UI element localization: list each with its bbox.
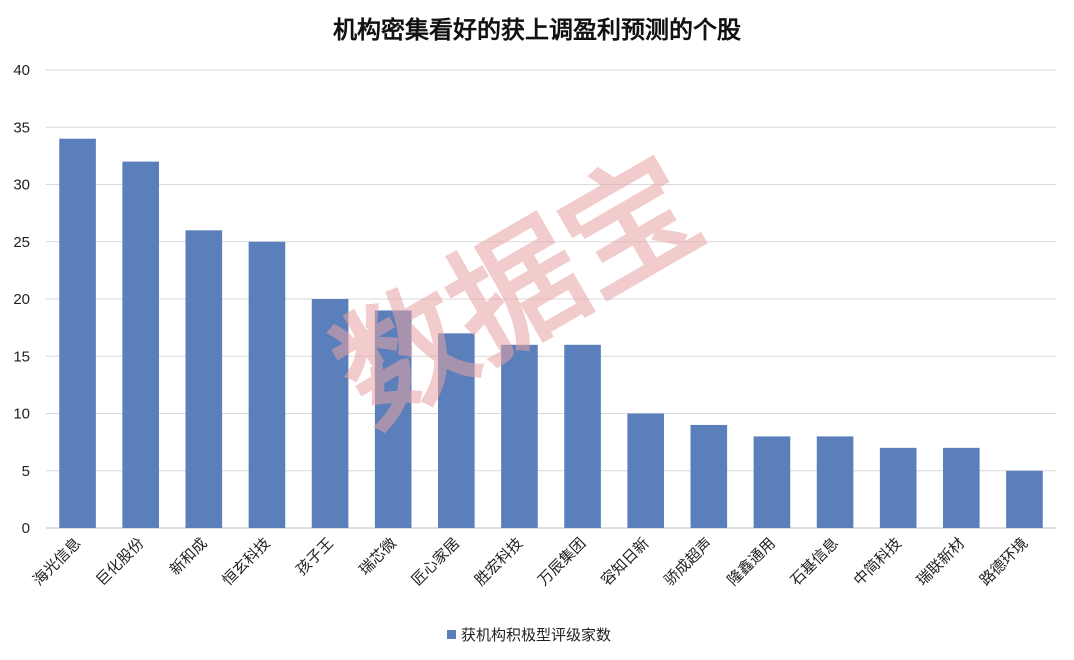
y-tick-label: 30 (13, 177, 30, 194)
bar (879, 447, 917, 528)
bar (311, 299, 349, 528)
x-tick-label: 万辰集团 (534, 534, 589, 589)
bar (122, 161, 159, 528)
x-tick-label: 中简科技 (850, 534, 905, 589)
x-tick-label: 瑞联新材 (913, 534, 968, 589)
y-tick-label: 20 (13, 291, 30, 308)
bar (248, 241, 286, 528)
y-tick-label: 5 (22, 463, 30, 480)
y-tick-label: 40 (13, 62, 30, 79)
x-tick-label: 瑞芯微 (355, 534, 400, 579)
legend-label: 获机构积极型评级家数 (461, 626, 611, 644)
y-tick-label: 0 (22, 520, 30, 537)
x-tick-label: 孩子王 (292, 534, 337, 579)
x-tick-label: 石基信息 (787, 534, 842, 589)
bar (59, 138, 96, 528)
bar (501, 344, 538, 528)
x-tick-label: 隆鑫通用 (724, 534, 779, 589)
bar (1006, 470, 1043, 528)
bar (374, 310, 412, 528)
bar (564, 344, 601, 528)
bar (816, 436, 854, 528)
x-tick-label: 匠心家居 (408, 534, 463, 589)
chart-title: 机构密集看好的获上调盈利预测的个股 (333, 16, 741, 44)
x-tick-label: 胜宏科技 (471, 534, 526, 589)
x-tick-label: 新和成 (166, 534, 211, 579)
y-tick-label: 15 (13, 348, 30, 365)
bar (185, 230, 223, 529)
bar (943, 447, 980, 528)
x-tick-label: 路德环境 (976, 534, 1031, 589)
x-tick-label: 骄成超声 (660, 534, 715, 589)
y-tick-label: 10 (13, 406, 30, 423)
bar (627, 413, 664, 528)
bar (753, 436, 791, 528)
x-tick-label: 巨化股份 (92, 534, 147, 589)
x-axis-labels: 海光信息 巨化股份 新和成 恒玄科技 孩子王 瑞芯微 匠心家居 胜宏科技 万辰集团 容知日新 骄成超… (29, 534, 1031, 589)
y-axis-ticks: 0 5 10 15 20 25 30 35 40 (13, 62, 30, 537)
legend: 获机构积极型评级家数 (447, 626, 611, 644)
bar (690, 424, 728, 528)
x-tick-label: 海光信息 (29, 534, 84, 589)
y-tick-label: 35 (13, 119, 30, 136)
legend-swatch (447, 630, 456, 639)
x-tick-label: 容知日新 (597, 534, 652, 589)
y-tick-label: 25 (13, 234, 30, 251)
x-tick-label: 恒玄科技 (219, 534, 274, 589)
bar (438, 333, 475, 528)
bars (59, 138, 1043, 529)
